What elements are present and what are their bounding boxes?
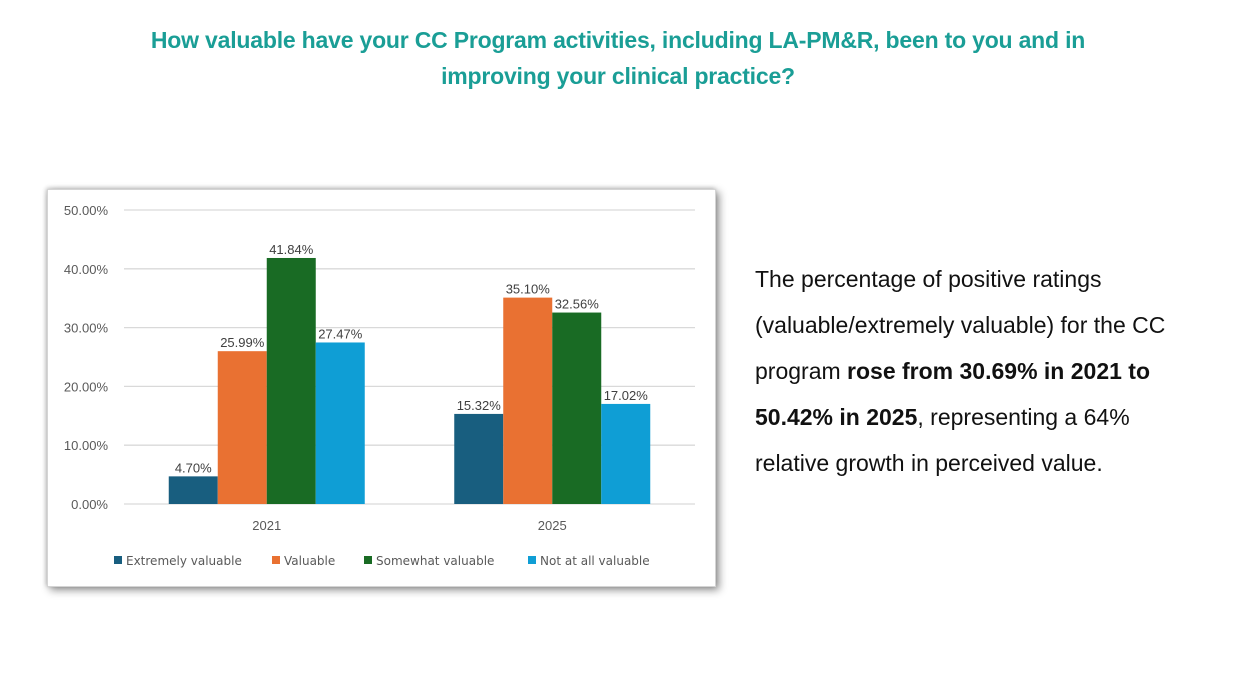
data-label: 32.56%	[555, 297, 600, 312]
legend-label: Extremely valuable	[126, 554, 242, 568]
bar-extremely-valuable-2025	[454, 413, 504, 504]
page-title-line-1: How valuable have your CC Program activi…	[150, 27, 1086, 53]
data-label: 4.70%	[175, 460, 212, 475]
bar-valuable-2021	[217, 351, 267, 504]
summary-highlight: rose from 30.69% in 2021 to 50.42% in 20…	[755, 358, 1151, 430]
y-tick-label: 40.00%	[64, 262, 109, 277]
bar-not-at-all-valuable-2021	[315, 342, 365, 504]
bar-somewhat-valuable-2025	[552, 312, 602, 504]
legend-swatch-icon	[114, 556, 122, 564]
data-label: 15.32%	[457, 398, 502, 413]
x-category-label: 2021	[252, 518, 281, 533]
page-title-line-2: improving your clinical practice?	[441, 63, 795, 89]
y-tick-label: 20.00%	[64, 379, 109, 394]
chart-frame: 0.00% 10.00% 20.00% 30.00% 40.00% 50.00% 4.70…	[47, 189, 716, 587]
x-category-label: 2025	[538, 518, 567, 533]
data-label: 41.84%	[269, 242, 314, 257]
bar-chart: 0.00% 10.00% 20.00% 30.00% 40.00% 50.00% 4.70…	[64, 203, 695, 568]
summary-part-1: The percentage of positive ratings (valu…	[755, 266, 1166, 384]
legend-swatch-icon	[528, 556, 536, 564]
y-tick-label: 10.00%	[64, 438, 109, 453]
data-label: 27.47%	[318, 326, 363, 341]
legend: Extremely valuable Valuable Somewhat valua…	[114, 554, 650, 568]
legend-label: Valuable	[284, 554, 335, 568]
y-tick-label: 30.00%	[64, 321, 109, 336]
bar-somewhat-valuable-2021	[266, 257, 316, 504]
y-tick-label: 50.00%	[64, 203, 109, 218]
bars	[168, 257, 651, 504]
bar-not-at-all-valuable-2025	[601, 403, 651, 504]
page-title: How valuable have your CC Program activi…	[40, 22, 1196, 94]
legend-swatch-icon	[364, 556, 372, 564]
legend-label: Not at all valuable	[540, 554, 650, 568]
y-tick-label: 0.00%	[71, 497, 108, 512]
data-label: 25.99%	[220, 335, 265, 350]
data-label: 17.02%	[604, 388, 649, 403]
x-axis-categories: 2021 2025	[252, 518, 566, 533]
legend-label: Somewhat valuable	[376, 554, 494, 568]
data-label: 35.10%	[506, 282, 551, 297]
y-axis-ticks: 0.00% 10.00% 20.00% 30.00% 40.00% 50.00%	[64, 203, 109, 512]
data-labels: 4.70% 25.99% 41.84% 27.47% 15.32% 35.10% 32.56…	[175, 242, 648, 475]
bar-extremely-valuable-2021	[168, 476, 218, 504]
summary-text: The percentage of positive ratings (valu…	[755, 256, 1205, 486]
legend-swatch-icon	[272, 556, 280, 564]
bar-valuable-2025	[503, 297, 553, 504]
summary-part-2: , representing a 64% relative growth in …	[755, 404, 1130, 476]
